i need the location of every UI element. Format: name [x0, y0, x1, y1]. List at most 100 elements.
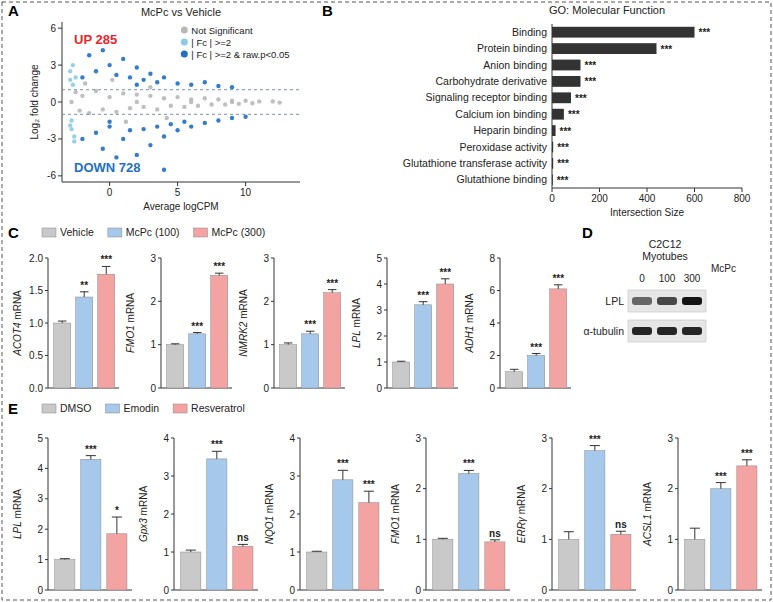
- error-bar: [328, 290, 337, 293]
- bar-chart: 01234NQO1 mRNA******: [264, 433, 384, 596]
- x-axis: [62, 182, 300, 183]
- y-tick: [297, 438, 300, 439]
- y-tick: [549, 590, 552, 591]
- bar: [585, 451, 605, 590]
- point: [189, 100, 193, 104]
- y-axis-label: FMO1 mRNA: [125, 293, 136, 353]
- y-tick: [45, 529, 48, 530]
- y-axis-label: ADH1 mRNA: [464, 293, 475, 353]
- bar-chart: 012345LPL mRNA****: [12, 433, 132, 596]
- significance: ***: [585, 76, 597, 87]
- point: [114, 155, 118, 159]
- significance: ***: [557, 142, 569, 153]
- y-tick-label: 3: [37, 493, 43, 504]
- significance: ***: [575, 93, 587, 104]
- point: [128, 75, 132, 79]
- error-cap: [554, 284, 563, 285]
- plot-area: [559, 446, 631, 590]
- point: [141, 105, 145, 109]
- error-cap: [58, 321, 67, 322]
- y-axis-label: Gpx3 mRNA: [138, 486, 149, 542]
- y-tick: [58, 138, 62, 139]
- significance: ***: [100, 254, 112, 265]
- point: [230, 100, 234, 104]
- significance: ***: [463, 458, 475, 469]
- y-tick: [384, 284, 387, 285]
- y-axis-label-part: mRNA: [238, 289, 249, 322]
- x-tick: [552, 188, 553, 192]
- lane-label: 0: [639, 273, 645, 284]
- point: [128, 128, 132, 132]
- y-axis-label-part: ERRγ: [516, 516, 527, 543]
- legend-label: Emodin: [124, 402, 160, 414]
- error-cap: [238, 544, 248, 545]
- point: [135, 92, 139, 96]
- y-tick: [45, 388, 48, 389]
- bar: [324, 293, 341, 388]
- y-tick: [675, 438, 678, 439]
- y-tick-label: 1.5: [29, 285, 43, 296]
- y-axis-label: LPL mRNA: [351, 298, 362, 348]
- error-bar: [441, 279, 450, 284]
- y-tick-label: 1: [163, 547, 169, 558]
- y-tick-label: -3: [47, 133, 56, 144]
- plot-area: [280, 290, 341, 388]
- significance: ***: [191, 321, 203, 332]
- y-tick: [384, 388, 387, 389]
- significance: ***: [560, 126, 572, 137]
- error-cap: [690, 528, 700, 529]
- y-tick: [384, 310, 387, 311]
- error-bar: [193, 333, 202, 334]
- y-axis-label-part: FMO1: [390, 516, 401, 544]
- error-bar: [306, 331, 315, 334]
- error-cap: [441, 278, 450, 279]
- bar-chart: 0.00.51.01.52.0ACOT4 mRNA*****: [12, 253, 119, 394]
- error-stem: [116, 517, 117, 534]
- legend-label: Resveratrol: [191, 402, 245, 414]
- legend-swatch: [42, 404, 56, 413]
- category-label: Carbohydrate derivative: [436, 75, 548, 87]
- plot-area: [685, 460, 757, 590]
- bar: [76, 297, 93, 388]
- error-bar: [284, 343, 293, 345]
- point: [80, 137, 84, 141]
- point: [68, 69, 72, 73]
- significance: ***: [589, 434, 601, 445]
- point: [189, 83, 193, 87]
- point: [73, 90, 77, 94]
- y-tick: [45, 468, 48, 469]
- y-axis-label: NQO1 mRNA: [264, 483, 275, 544]
- y-axis: [387, 258, 388, 388]
- y-tick: [675, 539, 678, 540]
- y-tick: [158, 258, 161, 259]
- error-bar: [716, 483, 726, 489]
- significance: ***: [337, 458, 349, 469]
- point: [135, 83, 139, 87]
- y-tick: [549, 539, 552, 540]
- y-tick-label: 1: [376, 357, 382, 368]
- x-tick: [599, 188, 600, 192]
- y-tick-label: -6: [47, 170, 56, 181]
- point: [72, 134, 76, 138]
- y-tick-label: 3: [667, 433, 673, 444]
- y-tick: [675, 488, 678, 489]
- point: [72, 139, 76, 143]
- y-axis-label-part: Gpx3: [138, 518, 149, 542]
- y-tick-label: 1: [150, 339, 156, 350]
- point: [107, 95, 111, 99]
- y-tick: [497, 355, 500, 356]
- significance: ***: [304, 319, 316, 330]
- error-cap: [112, 517, 122, 518]
- bar: [211, 275, 228, 388]
- error-stem: [342, 470, 343, 480]
- bar: [528, 356, 545, 389]
- bar: [737, 466, 757, 590]
- bar-chart: 0123ACSL1 mRNA******: [642, 433, 762, 596]
- plot-area: [167, 273, 228, 388]
- y-tick: [384, 336, 387, 337]
- point: [162, 75, 166, 79]
- error-cap: [419, 301, 428, 302]
- plot-area: [506, 285, 567, 388]
- significance: ***: [363, 479, 375, 490]
- y-tick: [158, 344, 161, 345]
